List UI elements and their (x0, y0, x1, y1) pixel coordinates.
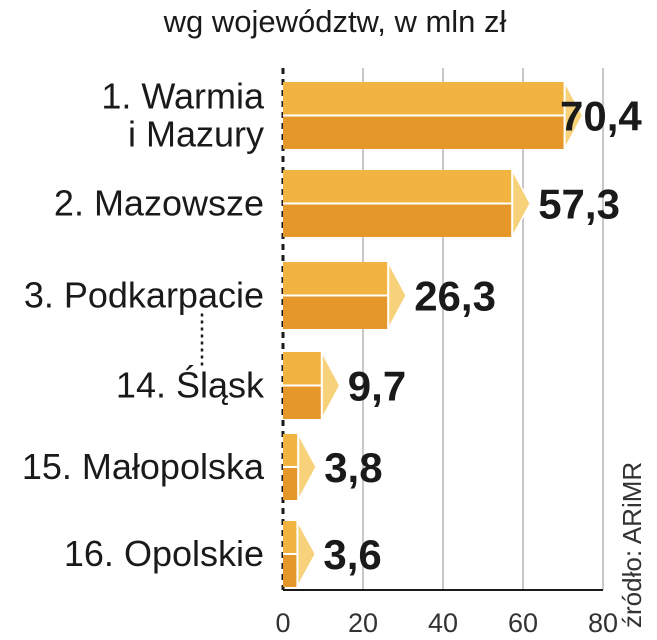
bar-bottom-face (283, 295, 389, 329)
bar-top-face (283, 262, 389, 296)
value-label: 26,3 (414, 273, 496, 320)
bar-end-cap (387, 261, 408, 330)
bar (283, 169, 532, 238)
category-label: 1. Warmia (101, 76, 265, 117)
value-label: 3,8 (324, 444, 382, 491)
bar-bottom-face (283, 385, 322, 419)
bar-top-face (283, 82, 565, 116)
value-labels: 70,4 57,3 26,39,7 3,8 3,6 (323, 93, 642, 579)
category-label: 3. Podkarpacie (24, 275, 264, 316)
bar-bottom-face (283, 203, 513, 237)
category-label: i Mazury (128, 114, 264, 155)
bar-bottom-face (283, 554, 298, 587)
bar-end-cap (321, 351, 341, 420)
category-label: 2. Mazowsze (54, 183, 264, 224)
value-label: 70,4 (560, 93, 642, 140)
x-axis-ticks: 0 20 40 60 80 (275, 608, 618, 638)
bar-end-cap (296, 520, 317, 588)
bar (283, 81, 584, 150)
source-note: źródło: ARiMR (617, 462, 647, 628)
bar (283, 351, 341, 420)
bar-top-face (283, 170, 513, 204)
gridlines (281, 68, 604, 591)
bar-bottom-face (283, 115, 565, 149)
bar-bottom-face (283, 467, 299, 500)
x-tick-label: 80 (588, 608, 618, 638)
category-label: 15. Małopolska (22, 446, 265, 487)
bar (283, 520, 317, 588)
x-tick-label: 20 (348, 608, 378, 638)
value-label: 57,3 (538, 181, 620, 228)
x-tick-label: 40 (428, 608, 458, 638)
x-tick-label: 60 (508, 608, 538, 638)
bar (283, 433, 318, 501)
bar-end-cap (511, 169, 532, 238)
value-label: 9,7 (348, 363, 406, 410)
chart-subtitle: wg województw, w mln zł (163, 4, 507, 39)
category-label: 16. Opolskie (64, 533, 264, 574)
bar-top-face (283, 434, 299, 467)
bar-top-face (283, 352, 322, 386)
bar (283, 261, 408, 330)
category-label: 14. Śląsk (116, 364, 265, 406)
bar-top-face (283, 521, 298, 554)
x-tick-label: 0 (275, 608, 290, 638)
bars (283, 81, 584, 588)
value-label: 3,6 (323, 531, 381, 578)
bar-end-cap (297, 433, 318, 501)
